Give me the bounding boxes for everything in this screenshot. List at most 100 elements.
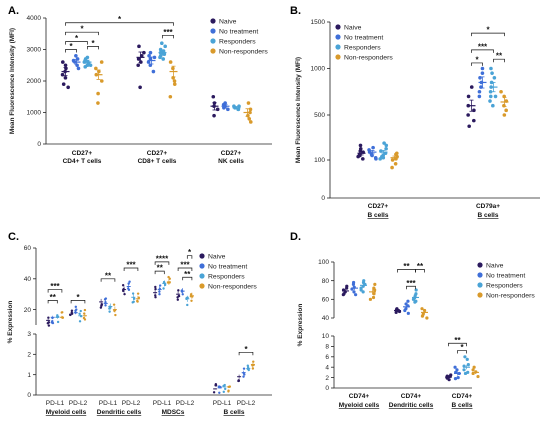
data-point	[212, 113, 216, 118]
y-tick-label: 1500	[311, 19, 326, 26]
legend-entry: No treatment	[486, 272, 525, 279]
data-point	[75, 63, 79, 68]
data-point	[131, 292, 135, 295]
data-point	[368, 297, 373, 301]
category-label: PD-L2	[69, 400, 88, 407]
data-point	[403, 308, 407, 313]
category-label: CD27+	[368, 203, 389, 210]
legend-marker	[335, 44, 341, 50]
data-point	[378, 157, 382, 161]
data-point	[160, 41, 164, 45]
data-point	[152, 55, 157, 60]
data-point	[211, 94, 216, 99]
data-point	[466, 94, 471, 99]
data-point	[227, 390, 230, 393]
data-point	[123, 292, 126, 296]
data-point	[456, 376, 460, 380]
significance-bracket	[65, 41, 88, 45]
significance-label: *	[118, 15, 122, 24]
legend-entry: Naive	[486, 262, 504, 269]
data-point	[99, 79, 104, 83]
data-point	[94, 66, 98, 71]
data-point	[70, 309, 74, 312]
data-point	[138, 85, 142, 90]
data-point	[462, 368, 466, 372]
data-point	[186, 303, 189, 307]
data-point	[489, 66, 493, 71]
data-point	[362, 279, 366, 283]
significance-bracket	[406, 285, 416, 290]
data-point	[480, 66, 485, 71]
data-point	[384, 143, 389, 148]
data-point	[114, 313, 117, 317]
data-point	[491, 103, 495, 108]
data-point	[136, 292, 140, 295]
y-tick-label: 100	[318, 259, 329, 266]
significance-bracket	[154, 261, 170, 265]
significance-label: ****	[156, 254, 169, 263]
significance-label: *	[69, 42, 73, 51]
data-point	[108, 310, 111, 313]
data-point	[51, 319, 54, 323]
panel-b: B. 0 100 500 1000 1500 Mean Fluorescence Inten…	[290, 5, 540, 219]
y-tick-label: 2	[27, 352, 31, 359]
data-point	[190, 299, 193, 303]
significance-bracket	[65, 22, 174, 26]
data-point	[469, 85, 474, 89]
data-point	[466, 113, 470, 117]
category-label: PD-L1	[99, 400, 118, 407]
data-point	[361, 157, 365, 161]
data-point	[127, 288, 131, 292]
legend-c: Naive No treatment Responders Non-responder…	[199, 253, 257, 290]
panel-label: A.	[8, 5, 19, 17]
data-point	[108, 307, 111, 310]
legend-marker	[335, 54, 341, 60]
data-point	[352, 290, 356, 294]
category-label: NK cells	[218, 158, 244, 165]
data-point	[394, 310, 398, 314]
data-point	[47, 324, 51, 327]
data-point	[237, 379, 240, 382]
significance-bracket	[471, 49, 494, 53]
data-point	[214, 384, 217, 387]
data-point	[371, 145, 375, 150]
legend-d: Naive No treatment Responders Non-responder…	[477, 262, 535, 299]
data-point	[354, 293, 358, 297]
data-point	[218, 385, 221, 388]
y-tick-label: 4000	[27, 15, 42, 22]
y-tick-label: 40	[322, 315, 330, 322]
legend-marker	[199, 253, 205, 259]
legend-marker	[477, 272, 483, 278]
category-label: CD27+	[221, 150, 242, 157]
data-point	[393, 162, 398, 166]
data-point	[463, 371, 468, 376]
significance-label: **	[184, 270, 191, 279]
significance-label: **	[105, 271, 112, 280]
category-label: Dendritic cells	[389, 402, 434, 409]
data-point	[472, 365, 476, 369]
legend-entry: Naive	[344, 24, 362, 31]
data-point	[158, 290, 161, 293]
data-point	[154, 295, 157, 299]
category-label: B cells	[368, 212, 389, 219]
legend-marker	[477, 262, 483, 268]
significance-label: *	[475, 55, 479, 64]
data-point	[76, 66, 81, 71]
data-point	[56, 314, 59, 317]
data-point	[148, 50, 153, 55]
significance-bracket	[177, 267, 193, 272]
significance-bracket	[154, 270, 165, 275]
legend-marker	[199, 283, 205, 289]
y-tick-label: 0	[27, 392, 31, 399]
significance-bracket	[457, 350, 467, 354]
category-label: PD-L2	[176, 400, 195, 407]
data-point	[158, 55, 162, 60]
legend-entry: No treatment	[219, 28, 258, 35]
data-point	[212, 391, 216, 394]
data-point	[411, 297, 416, 301]
y-tick-label: 1000	[311, 66, 326, 73]
data-point	[242, 375, 245, 378]
significance-bracket	[182, 276, 193, 281]
legend-entry: Responders	[208, 273, 245, 280]
legend-marker	[210, 28, 216, 34]
